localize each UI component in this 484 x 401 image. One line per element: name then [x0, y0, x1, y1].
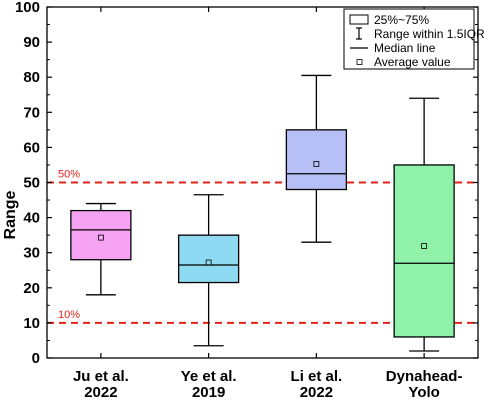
- legend-swatch-box: [349, 14, 369, 25]
- iqr-box: [285, 129, 348, 191]
- x-category-label: Yolo: [408, 384, 439, 401]
- x-category-label: 2019: [192, 384, 225, 401]
- y-tick-label: 70: [23, 104, 40, 121]
- reference-line-label: 10%: [58, 309, 80, 321]
- mean-marker: [97, 234, 104, 241]
- y-tick-label: 100: [15, 0, 40, 16]
- y-tick-label: 60: [23, 139, 40, 156]
- x-category-label: Dynahead-: [386, 368, 463, 385]
- y-tick-label: 10: [23, 315, 40, 332]
- iqr-box: [393, 164, 455, 338]
- box-group: [285, 74, 348, 243]
- mean-marker: [313, 160, 320, 167]
- legend-entry: Average value: [374, 55, 451, 69]
- mean-marker: [205, 259, 212, 266]
- box-group: [177, 194, 240, 347]
- x-category-label: 2022: [84, 384, 117, 401]
- iqr-box: [177, 234, 240, 284]
- box-group: [70, 202, 132, 296]
- y-tick-label: 80: [23, 69, 40, 86]
- x-category-label: Ju et al.: [73, 368, 129, 385]
- y-tick-label: 50: [23, 175, 40, 192]
- y-axis-title: Range: [2, 190, 19, 239]
- y-tick-label: 90: [23, 34, 40, 51]
- y-tick-label: 40: [23, 210, 40, 227]
- legend-entry: Median line: [374, 41, 436, 55]
- box-series: [70, 74, 455, 352]
- x-category-label: Ye et al.: [181, 368, 237, 385]
- y-tick-label: 30: [23, 245, 40, 262]
- mean-marker: [421, 243, 428, 249]
- legend-entry: 25%~75%: [374, 13, 429, 27]
- reference-lines: 50% 10%: [47, 169, 478, 324]
- legend-entry: Range within 1.5IQR: [374, 27, 484, 41]
- legend-swatch-mean: [356, 59, 363, 65]
- x-category-label: 2022: [300, 384, 333, 401]
- x-category-label: Li et al.: [291, 368, 343, 385]
- box-group: [393, 97, 455, 352]
- y-tick-label: 0: [32, 350, 40, 367]
- y-tick-label: 20: [23, 280, 40, 297]
- reference-line-label: 50%: [58, 169, 80, 181]
